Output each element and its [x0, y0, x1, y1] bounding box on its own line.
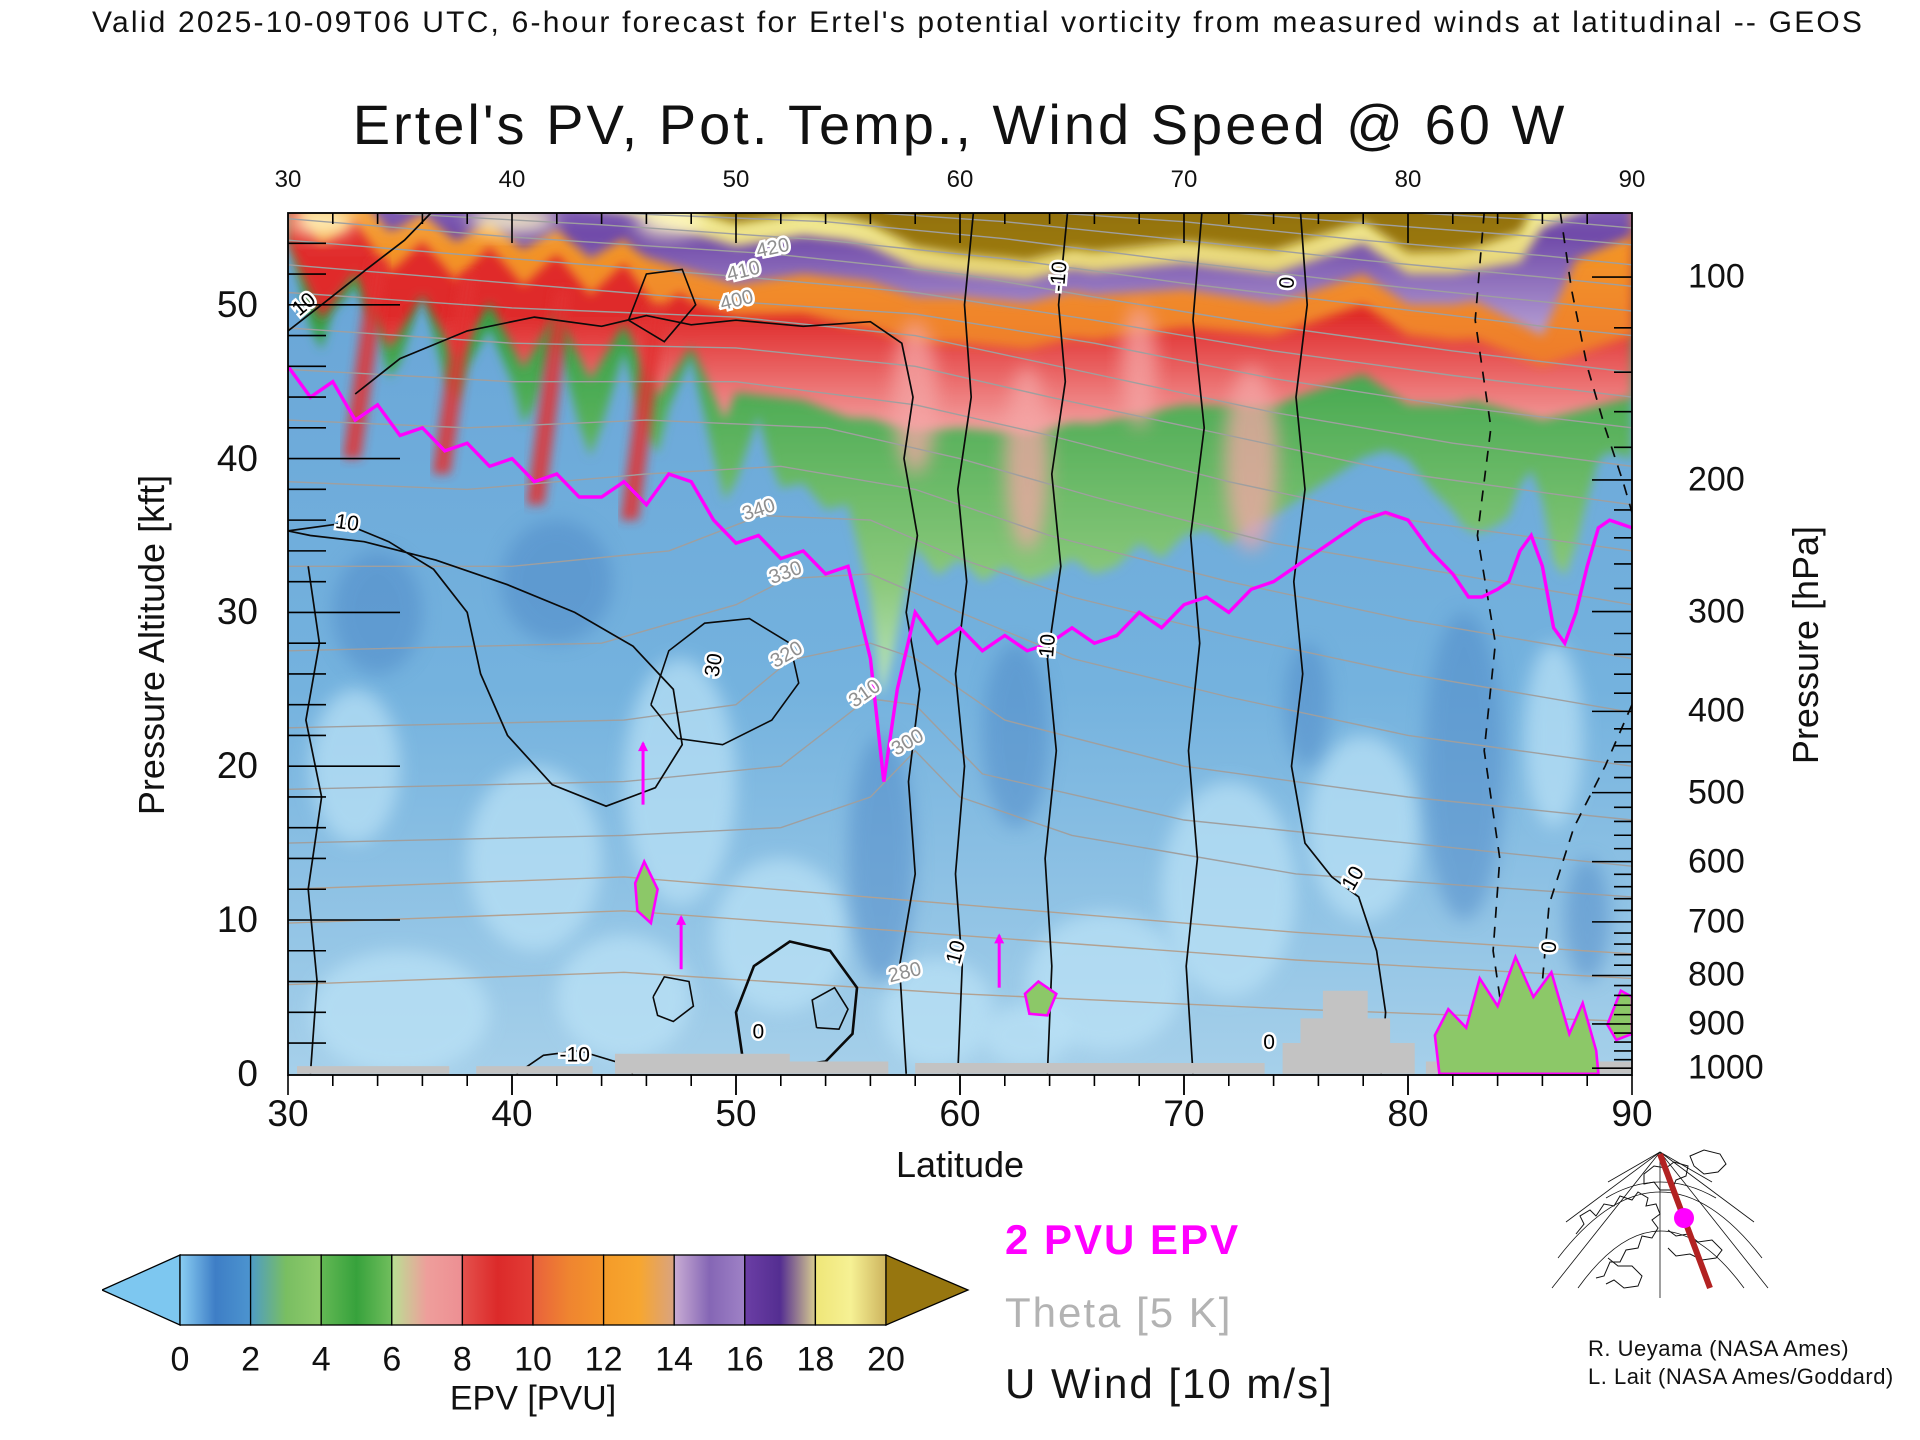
svg-text:0: 0 [1263, 1031, 1275, 1054]
bottom-axis-tick-label: 80 [1387, 1093, 1429, 1134]
colorbar-tick-label: 18 [796, 1340, 835, 1379]
colorbar-tick-label: 2 [241, 1340, 261, 1379]
right-axis-tick-label: 700 [1688, 902, 1745, 941]
tropopause-2pvu-line [288, 365, 1632, 782]
colorbar-cell [602, 1254, 675, 1326]
right-axis-tick-label: 200 [1688, 460, 1745, 499]
colorbar-tick-label: 10 [514, 1340, 552, 1379]
colorbar-under-arrow [102, 1254, 181, 1327]
colorbar-cell [461, 1254, 534, 1326]
location-map-inset [1551, 1149, 1769, 1298]
theta-contours [288, 213, 1632, 1023]
bottom-axis-tick-label: 70 [1163, 1093, 1205, 1134]
credit-line-2: L. Lait (NASA Ames/Goddard) [1588, 1364, 1894, 1389]
colorbar-tick-label: 12 [584, 1340, 623, 1379]
colorbar-cell [179, 1254, 252, 1326]
bottom-axis-tick-label: 50 [715, 1093, 757, 1134]
bottom-axis-tick-label: 60 [939, 1093, 981, 1134]
right-axis-title: Pressure [hPa] [1785, 525, 1826, 765]
map-graticule [1551, 1151, 1769, 1298]
surface-pv-blobs [288, 365, 1632, 1075]
colorbar-tick-label: 14 [655, 1340, 694, 1379]
page-title: Ertel's PV, Pot. Temp., Wind Speed @ 60 … [352, 93, 1568, 156]
right-axis-tick-label: 300 [1688, 592, 1745, 631]
right-axis-tick-label: 100 [1688, 257, 1745, 296]
left-axis-title: Pressure Altitude [kft] [131, 474, 172, 816]
colorbar-tick-label: 8 [452, 1340, 472, 1379]
legend-u-wind: U Wind [10 m/s] [1005, 1360, 1334, 1407]
right-axis-tick-label: 1000 [1688, 1048, 1764, 1087]
top-axis-tick-label: 50 [722, 166, 750, 193]
colorbar-cell [673, 1254, 746, 1326]
svg-text:0: 0 [753, 1020, 765, 1043]
svg-text:-10: -10 [1046, 260, 1072, 292]
legend-theta: Theta [5 K] [1005, 1289, 1233, 1336]
colorbar-cell [814, 1254, 887, 1326]
right-axis-tick-label: 600 [1688, 842, 1745, 881]
colorbar-tick-label: 4 [311, 1340, 331, 1379]
x-axis-title: Latitude [895, 1144, 1025, 1185]
left-axis-tick-label: 0 [237, 1052, 258, 1094]
left-axis-tick-label: 20 [216, 745, 258, 787]
u-wind-contours [288, 213, 1632, 1075]
svg-text:30: 30 [701, 652, 728, 679]
colorbar-cell [249, 1254, 322, 1326]
svg-text:0: 0 [1275, 276, 1299, 290]
epv-colorbar [102, 1254, 970, 1327]
credit-line-1: R. Ueyama (NASA Ames) [1588, 1336, 1850, 1361]
left-axis-tick-label: 50 [216, 283, 258, 325]
svg-text:-10: -10 [560, 1043, 590, 1066]
colorbar-tick-label: 0 [170, 1340, 190, 1379]
validity-header: Valid 2025-10-09T06 UTC, 6-hour forecast… [92, 6, 1865, 39]
top-axis-tick-label: 70 [1170, 166, 1198, 193]
bottom-axis-tick-label: 30 [267, 1093, 309, 1134]
plot-frame [287, 212, 1633, 1076]
svg-text:10: 10 [1035, 633, 1060, 658]
cross-section-marker-dot [1674, 1208, 1694, 1228]
colorbar-over-arrow [885, 1254, 970, 1326]
bottom-axis-tick-label: 90 [1611, 1093, 1653, 1134]
left-axis-tick-label: 30 [216, 591, 258, 633]
colorbar-cell [320, 1254, 393, 1326]
top-axis-tick-label: 80 [1394, 166, 1422, 193]
left-axis-tick-label: 40 [216, 437, 258, 479]
colorbar-title: EPV [PVU] [449, 1379, 617, 1418]
colorbar-tick-label: 20 [867, 1340, 905, 1379]
colorbar-tick-label: 6 [382, 1340, 402, 1379]
right-axis-tick-label: 400 [1688, 691, 1745, 730]
bottom-axis-tick-label: 40 [491, 1093, 533, 1134]
epv-fill-field [288, 213, 1632, 1075]
colorbar-cell [532, 1254, 605, 1326]
legend-2pvu-epv: 2 PVU EPV [1005, 1216, 1241, 1263]
top-axis-tick-label: 30 [274, 166, 302, 193]
left-axis-tick-label: 10 [216, 899, 258, 940]
svg-text:10: 10 [334, 510, 360, 536]
top-axis-tick-label: 90 [1618, 166, 1646, 193]
top-axis-tick-label: 40 [498, 166, 526, 193]
right-axis-tick-label: 800 [1688, 955, 1745, 994]
right-axis-tick-label: 900 [1688, 1004, 1745, 1043]
colorbar-tick-label: 16 [725, 1340, 764, 1379]
axis-ticks [287, 213, 1633, 1095]
colorbar-cell [744, 1254, 817, 1326]
svg-text:0: 0 [1537, 940, 1561, 954]
colorbar-cell [391, 1254, 464, 1326]
top-axis-tick-label: 60 [946, 166, 974, 193]
right-axis-tick-label: 500 [1688, 773, 1745, 812]
